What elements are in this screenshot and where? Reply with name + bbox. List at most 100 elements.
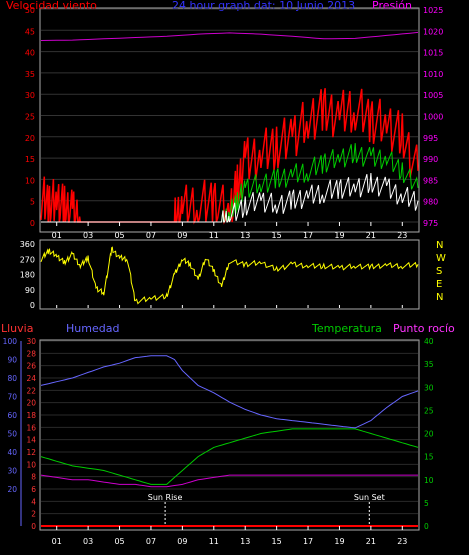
bottom-x-tick-label: 17 [303, 537, 313, 546]
bottom-x-tick-label: 23 [397, 537, 407, 546]
wind-speed-axis-label: Velocidad viento [6, 0, 97, 12]
bottom-x-tick-label: 21 [366, 537, 376, 546]
rain-axis-label: Lluvia [1, 322, 33, 335]
rain-tick-label: 26 [26, 362, 36, 371]
wind-series-minimum [41, 172, 419, 223]
temperature-tick-label: 0 [424, 522, 429, 531]
temperature-axis-label: Temperatura [311, 322, 382, 335]
bottom-x-tick-label: 13 [240, 537, 250, 546]
temperature-tick-label: 30 [424, 383, 434, 392]
temperature-tick-label: 10 [424, 476, 434, 485]
rain-tick-label: 14 [26, 436, 36, 445]
rain-tick-label: 6 [31, 485, 36, 494]
pressure-axis-label: Presión [372, 0, 412, 12]
bottom-x-tick-label: 03 [83, 537, 93, 546]
rain-tick-label: 0 [31, 522, 36, 531]
bottom-series-temperature [40, 428, 419, 485]
humidity-tick-label: 80 [7, 374, 17, 383]
wind-speed-tick-label: 25 [25, 113, 35, 122]
wind-speed-tick-label: 30 [25, 91, 35, 100]
compass-label: S [436, 266, 442, 277]
pressure-tick-label: 995 [423, 134, 438, 143]
compass-label: E [436, 279, 442, 290]
wind-x-tick-label: 13 [240, 231, 250, 240]
bottom-x-tick-label: 09 [177, 537, 187, 546]
direction-tick-label: 90 [25, 286, 35, 295]
pressure-tick-label: 980 [423, 198, 438, 207]
humidity-tick-label: 20 [7, 485, 17, 494]
direction-series [40, 246, 419, 305]
humidity-tick-label: 40 [7, 448, 17, 457]
rain-tick-label: 22 [26, 386, 36, 395]
compass-label: N [436, 292, 443, 303]
wind-speed-tick-label: 0 [30, 219, 35, 228]
wind-speed-tick-label: 10 [25, 176, 35, 185]
sun-marker-label: Sun Set [354, 493, 385, 502]
pressure-tick-label: 1020 [423, 27, 443, 36]
direction-tick-label: 360 [20, 240, 35, 249]
wind-x-tick-label: 17 [303, 231, 313, 240]
wind-x-tick-label: 19 [334, 231, 344, 240]
rain-tick-label: 30 [26, 337, 36, 346]
humidity-axis-label: Humedad [66, 322, 119, 335]
temperature-tick-label: 20 [424, 430, 434, 439]
bottom-series-dewpoint [40, 474, 418, 488]
dewpoint-axis-label: Punto rocío [393, 322, 455, 335]
rain-tick-label: 10 [26, 460, 36, 469]
wind-x-tick-label: 01 [52, 231, 62, 240]
temperature-tick-label: 35 [424, 360, 434, 369]
humidity-tick-label: 70 [7, 393, 17, 402]
compass-label: W [436, 253, 446, 264]
wind-x-tick-label: 11 [209, 231, 219, 240]
wind-x-tick-label: 03 [83, 231, 93, 240]
rain-tick-label: 4 [31, 497, 36, 506]
temperature-tick-label: 15 [424, 453, 434, 462]
rain-tick-label: 2 [31, 510, 36, 519]
humidity-tick-label: 30 [7, 467, 17, 476]
rain-tick-label: 20 [26, 399, 36, 408]
temperature-tick-label: 25 [424, 406, 434, 415]
temperature-tick-label: 5 [424, 499, 429, 508]
bottom-x-tick-label: 11 [209, 537, 219, 546]
direction-tick-label: 0 [30, 301, 35, 310]
bottom-x-tick-label: 07 [146, 537, 156, 546]
wind-x-tick-label: 09 [177, 231, 187, 240]
rain-tick-label: 24 [26, 374, 36, 383]
chart-title: 24 hour graph dat: 10 Junio 2013 [172, 0, 355, 12]
direction-tick-label: 180 [20, 271, 35, 280]
pressure-tick-label: 985 [423, 176, 438, 185]
pressure-tick-label: 1025 [423, 6, 443, 15]
direction-tick-label: 270 [20, 255, 35, 264]
humidity-temp-plot-area [39, 339, 420, 531]
bottom-x-tick-label: 01 [52, 537, 62, 546]
pressure-tick-label: 990 [423, 155, 438, 164]
rain-tick-label: 28 [26, 349, 36, 358]
wind-speed-tick-label: 45 [25, 27, 35, 36]
rain-tick-label: 12 [26, 448, 36, 457]
wind-x-tick-label: 23 [397, 231, 407, 240]
wind-speed-tick-label: 15 [25, 155, 35, 164]
wind-x-tick-label: 07 [146, 231, 156, 240]
wind-plot-area [39, 7, 420, 233]
pressure-tick-label: 1000 [423, 113, 443, 122]
wind-x-tick-label: 15 [272, 231, 282, 240]
humidity-tick-label: 90 [7, 356, 17, 365]
temperature-tick-label: 40 [424, 337, 434, 346]
compass-label: N [436, 240, 443, 251]
bottom-x-tick-label: 15 [272, 537, 282, 546]
rain-tick-label: 16 [26, 423, 36, 432]
rain-tick-label: 18 [26, 411, 36, 420]
humidity-tick-label: 50 [7, 430, 17, 439]
wind-x-tick-label: 21 [366, 231, 376, 240]
sun-marker-label: Sun Rise [148, 493, 183, 502]
wind-speed-tick-label: 35 [25, 70, 35, 79]
wind-speed-tick-label: 40 [25, 49, 35, 58]
wind-speed-tick-label: 5 [30, 198, 35, 207]
pressure-tick-label: 1005 [423, 91, 443, 100]
humidity-tick-label: 100 [3, 337, 18, 346]
rain-tick-label: 8 [31, 473, 36, 482]
pressure-tick-label: 1015 [423, 49, 443, 58]
pressure-tick-label: 975 [423, 219, 438, 228]
